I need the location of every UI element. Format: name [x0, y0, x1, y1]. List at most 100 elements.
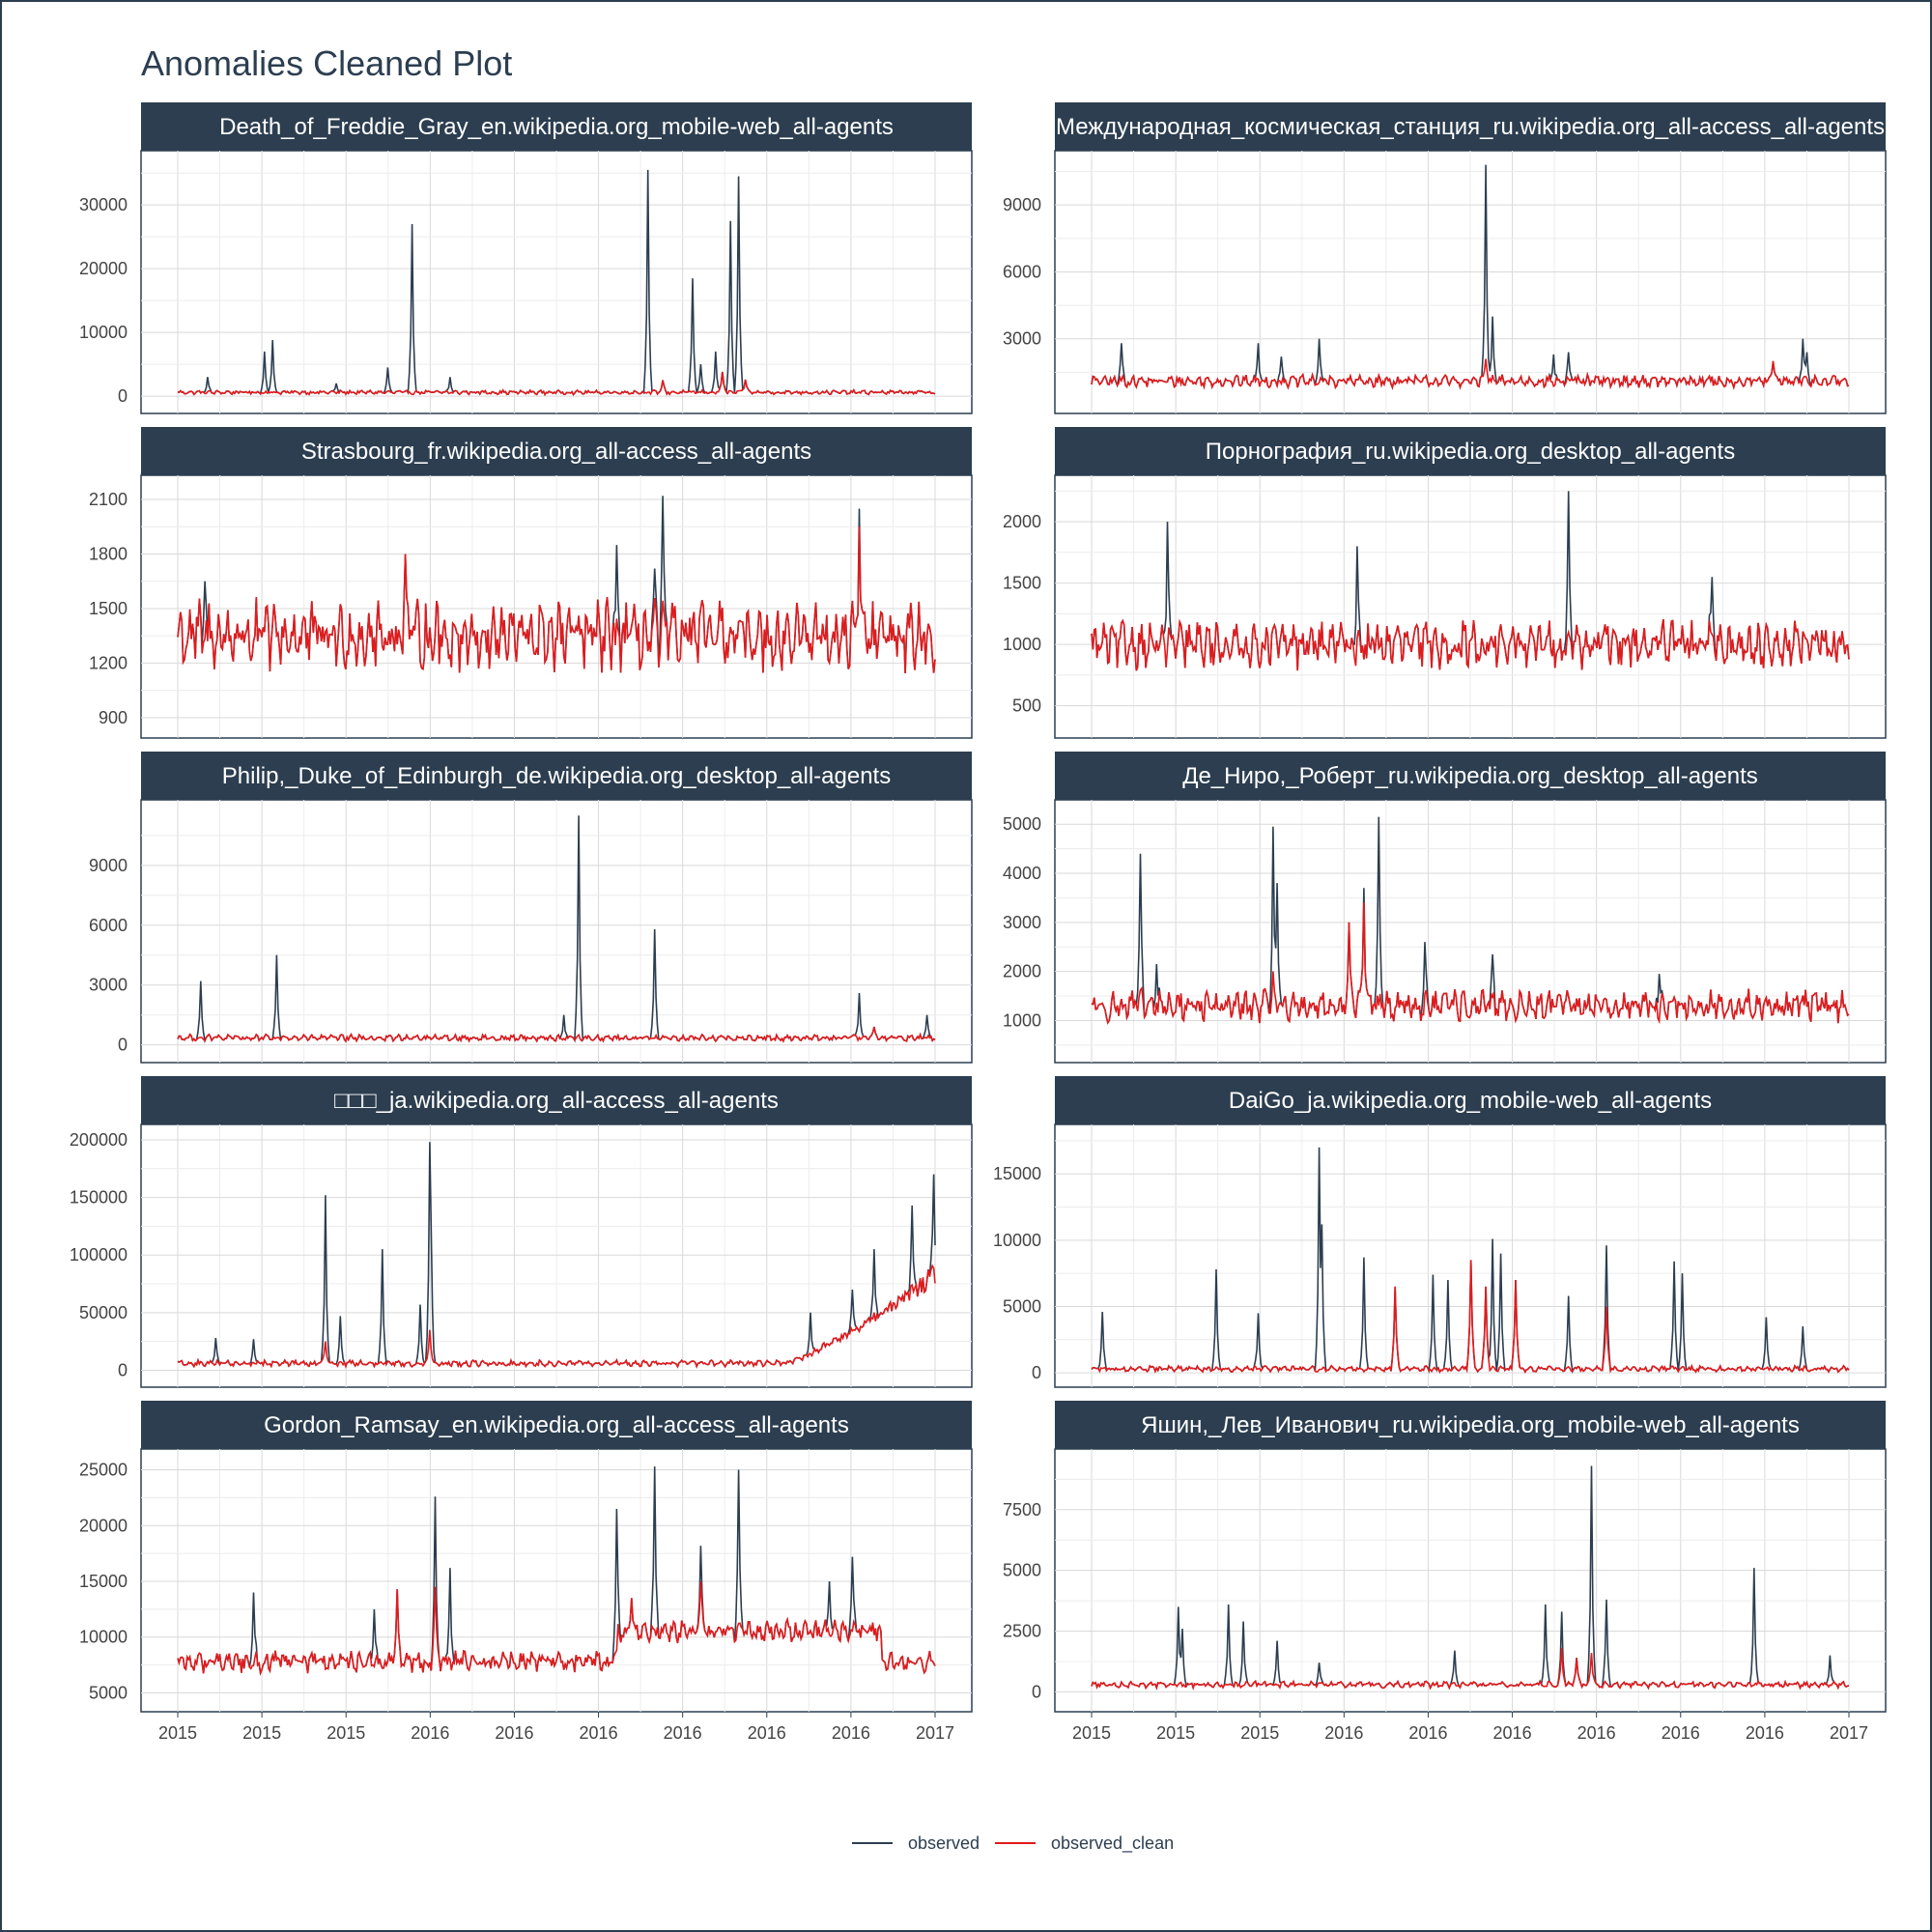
- y-tick-label: 6000: [89, 916, 128, 935]
- y-tick-label: 4000: [1003, 864, 1041, 883]
- y-tick-label: 5000: [1003, 1561, 1041, 1580]
- facet-title: DaiGo_ja.wikipedia.org_mobile-web_all-ag…: [1229, 1088, 1712, 1114]
- x-tick-label: 2016: [580, 1723, 618, 1743]
- y-tick-label: 0: [118, 1036, 128, 1055]
- series-observed-clean-line: [1091, 358, 1850, 390]
- legend-label: observed_clean: [1051, 1833, 1174, 1854]
- y-tick-label: 100000: [70, 1245, 128, 1264]
- y-tick-label: 900: [99, 708, 128, 727]
- y-tick-label: 3000: [1003, 329, 1041, 349]
- facet-title: Strasbourg_fr.wikipedia.org_all-access_a…: [301, 439, 811, 465]
- y-tick-label: 0: [1032, 1363, 1041, 1382]
- x-tick-label: 2017: [916, 1723, 954, 1743]
- y-tick-label: 5000: [1003, 1296, 1041, 1316]
- facet-strip: [1055, 1076, 1886, 1124]
- y-tick-label: 200000: [70, 1130, 128, 1150]
- facet-title: Международная_космическая_станция_ru.wik…: [1056, 114, 1885, 140]
- facet-panel: □□□_ja.wikipedia.org_all-access_all-agen…: [70, 1076, 973, 1388]
- y-tick-label: 5000: [1003, 814, 1041, 834]
- facet-title: Gordon_Ramsay_en.wikipedia.org_all-acces…: [264, 1412, 849, 1438]
- facet-title: Яшин,_Лев_Иванович_ru.wikipedia.org_mobi…: [1141, 1412, 1800, 1438]
- y-tick-label: 3000: [1003, 913, 1041, 932]
- facet-panel: Международная_космическая_станция_ru.wik…: [1003, 102, 1887, 414]
- y-tick-label: 2100: [89, 490, 128, 509]
- facet-panels: Death_of_Freddie_Gray_en.wikipedia.org_m…: [70, 102, 1887, 1743]
- y-tick-label: 10000: [79, 323, 128, 342]
- legend-item: observed_clean: [995, 1833, 1174, 1854]
- facet-strip: [1055, 102, 1886, 151]
- x-tick-label: 2015: [1072, 1723, 1111, 1743]
- x-tick-label: 2017: [1830, 1723, 1868, 1743]
- y-tick-label: 150000: [70, 1188, 128, 1208]
- facet-strip: [141, 427, 972, 475]
- y-tick-label: 0: [1032, 1682, 1041, 1701]
- facet-strip: [1055, 427, 1886, 475]
- y-tick-label: 20000: [79, 259, 128, 278]
- y-tick-label: 1500: [1003, 574, 1041, 593]
- facet-panel: Де_Ниро,_Роберт_ru.wikipedia.org_desktop…: [1003, 752, 1887, 1064]
- y-tick-label: 15000: [993, 1164, 1041, 1183]
- chart-title: Anomalies Cleaned Plot: [141, 43, 512, 83]
- y-tick-label: 2500: [1003, 1622, 1041, 1641]
- x-tick-label: 2016: [1662, 1723, 1700, 1743]
- series-observed-clean-line: [177, 371, 936, 397]
- facet-panel: Яшин,_Лев_Иванович_ru.wikipedia.org_mobi…: [1003, 1401, 1887, 1743]
- facet-strip: [1055, 1401, 1886, 1449]
- series-observed-clean-line: [177, 1580, 936, 1676]
- y-tick-label: 5000: [89, 1683, 128, 1702]
- y-tick-label: 10000: [79, 1628, 128, 1647]
- facet-strip: [141, 102, 972, 151]
- y-tick-label: 50000: [79, 1303, 128, 1322]
- series-observed-clean-line: [1091, 902, 1850, 1025]
- x-tick-label: 2015: [158, 1723, 197, 1743]
- y-tick-label: 1000: [1003, 635, 1041, 654]
- facet-panel: Philip,_Duke_of_Edinburgh_de.wikipedia.o…: [89, 752, 973, 1064]
- x-tick-label: 2015: [1240, 1723, 1279, 1743]
- facet-title: Philip,_Duke_of_Edinburgh_de.wikipedia.o…: [222, 763, 891, 789]
- y-tick-label: 2000: [1003, 512, 1041, 531]
- facet-title: Порнография_ru.wikipedia.org_desktop_all…: [1206, 439, 1735, 465]
- y-tick-label: 0: [118, 1360, 128, 1379]
- facet-strip: [141, 1076, 972, 1124]
- series-observed-clean-line: [1091, 618, 1850, 671]
- series-observed-clean-line: [177, 526, 936, 674]
- legend-label: observed: [908, 1833, 980, 1853]
- x-tick-label: 2016: [1324, 1723, 1363, 1743]
- facet-title: Death_of_Freddie_Gray_en.wikipedia.org_m…: [219, 114, 894, 140]
- facet-strip: [1055, 752, 1886, 800]
- y-tick-label: 30000: [79, 195, 128, 214]
- y-tick-label: 9000: [1003, 195, 1041, 214]
- y-tick-label: 1500: [89, 599, 128, 618]
- y-tick-label: 2000: [1003, 962, 1041, 981]
- y-tick-label: 6000: [1003, 262, 1041, 281]
- y-tick-label: 1000: [1003, 1010, 1041, 1030]
- x-tick-label: 2016: [1577, 1723, 1616, 1743]
- series-observed-clean-line: [177, 1026, 936, 1043]
- y-tick-label: 9000: [89, 856, 128, 875]
- y-tick-label: 1200: [89, 653, 128, 672]
- x-tick-label: 2016: [1408, 1723, 1447, 1743]
- facet-panel: Death_of_Freddie_Gray_en.wikipedia.org_m…: [79, 102, 973, 414]
- legend-item: observed: [852, 1833, 980, 1853]
- series-observed-clean-line: [1091, 1648, 1850, 1690]
- facet-panel: Gordon_Ramsay_en.wikipedia.org_all-acces…: [79, 1401, 973, 1743]
- y-tick-label: 3000: [89, 976, 128, 995]
- facet-panel: DaiGo_ja.wikipedia.org_mobile-web_all-ag…: [993, 1076, 1887, 1388]
- x-tick-label: 2016: [1746, 1723, 1784, 1743]
- y-tick-label: 10000: [993, 1231, 1041, 1250]
- x-tick-label: 2016: [832, 1723, 870, 1743]
- y-tick-label: 0: [118, 386, 128, 406]
- facet-title: Де_Ниро,_Роберт_ru.wikipedia.org_desktop…: [1182, 763, 1758, 789]
- x-tick-label: 2016: [664, 1723, 702, 1743]
- facet-panel: Порнография_ru.wikipedia.org_desktop_all…: [1003, 427, 1887, 739]
- y-tick-label: 1800: [89, 544, 128, 563]
- facet-strip: [141, 1401, 972, 1449]
- facet-strip: [141, 752, 972, 800]
- y-tick-label: 20000: [79, 1516, 128, 1535]
- y-tick-label: 25000: [79, 1461, 128, 1480]
- facet-title: □□□_ja.wikipedia.org_all-access_all-agen…: [334, 1088, 779, 1114]
- x-tick-label: 2016: [495, 1723, 533, 1743]
- legend: observed observed_clean: [852, 1833, 1174, 1854]
